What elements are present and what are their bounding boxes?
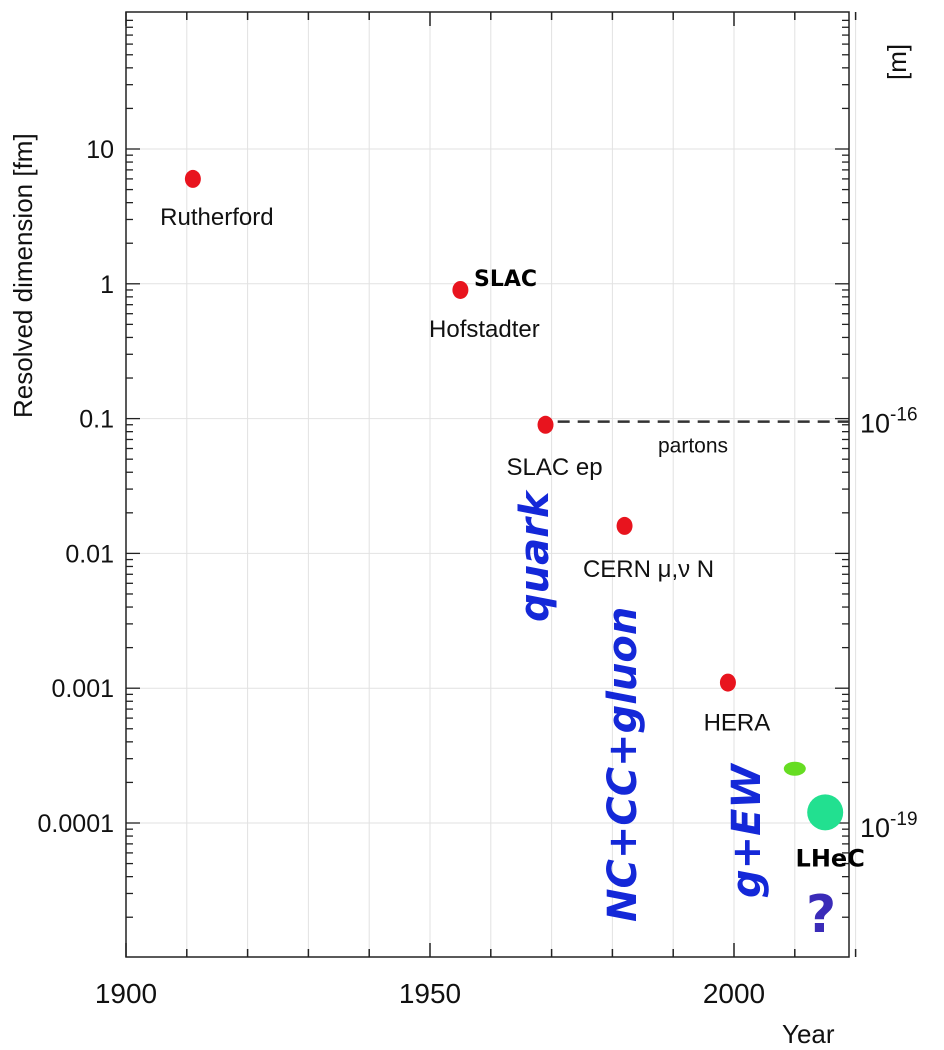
y-tick-label: 0.001 <box>51 675 114 703</box>
axis-ticks <box>125 12 857 957</box>
data-point <box>452 280 469 299</box>
plot-frame <box>125 11 850 958</box>
y-tick-label: 0.0001 <box>38 810 114 838</box>
partons-label: partons <box>658 435 728 458</box>
y-tick-label: 0.1 <box>79 406 114 434</box>
point-label: CERN μ,ν N <box>583 556 714 583</box>
data-point <box>616 516 633 535</box>
question-mark: ? <box>806 885 836 945</box>
y-tick-label: 10 <box>86 136 114 164</box>
data-point <box>783 761 806 776</box>
point-label: Hofstadter <box>429 316 540 343</box>
quark-annotation: quark <box>512 489 558 622</box>
point-label: SLAC ep <box>506 454 602 481</box>
point-labels: Rutherford Hofstadter SLAC ep CERN μ,ν N HER… <box>160 204 865 872</box>
nc-cc-gluon-annotation: NC+CC+gluon <box>600 607 646 922</box>
x-tick-labels: 1900 1950 2000 <box>95 978 765 1009</box>
y-tick-label: 0.01 <box>65 540 114 568</box>
y-axis-title: Resolved dimension [fm] <box>8 133 38 418</box>
y-tick-labels: 10 1 0.1 0.01 0.001 0.0001 <box>38 136 114 838</box>
g-ew-annotation: g+EW <box>724 763 770 898</box>
point-label: LHeC <box>796 844 865 872</box>
data-point <box>537 415 554 434</box>
data-point <box>719 673 736 692</box>
y-tick-label: 1 <box>100 271 114 299</box>
data-point <box>184 169 201 188</box>
y2-tick-label: 10-19 <box>860 809 918 843</box>
data-points <box>184 169 844 831</box>
y2-tick-label: 10-16 <box>860 405 918 439</box>
y2-tick-labels: 10-16 10-19 <box>860 405 918 843</box>
data-point <box>807 794 844 831</box>
grid-lines <box>125 12 857 957</box>
x-tick-label: 1950 <box>399 978 461 1009</box>
x-tick-label: 2000 <box>703 978 765 1009</box>
x-tick-label: 1900 <box>95 978 157 1009</box>
point-label: HERA <box>704 710 771 737</box>
x-axis-title: Year <box>782 1019 835 1049</box>
y2-axis-title: [m] <box>882 44 912 80</box>
slac-label: SLAC <box>474 267 537 292</box>
point-label: Rutherford <box>160 204 273 231</box>
